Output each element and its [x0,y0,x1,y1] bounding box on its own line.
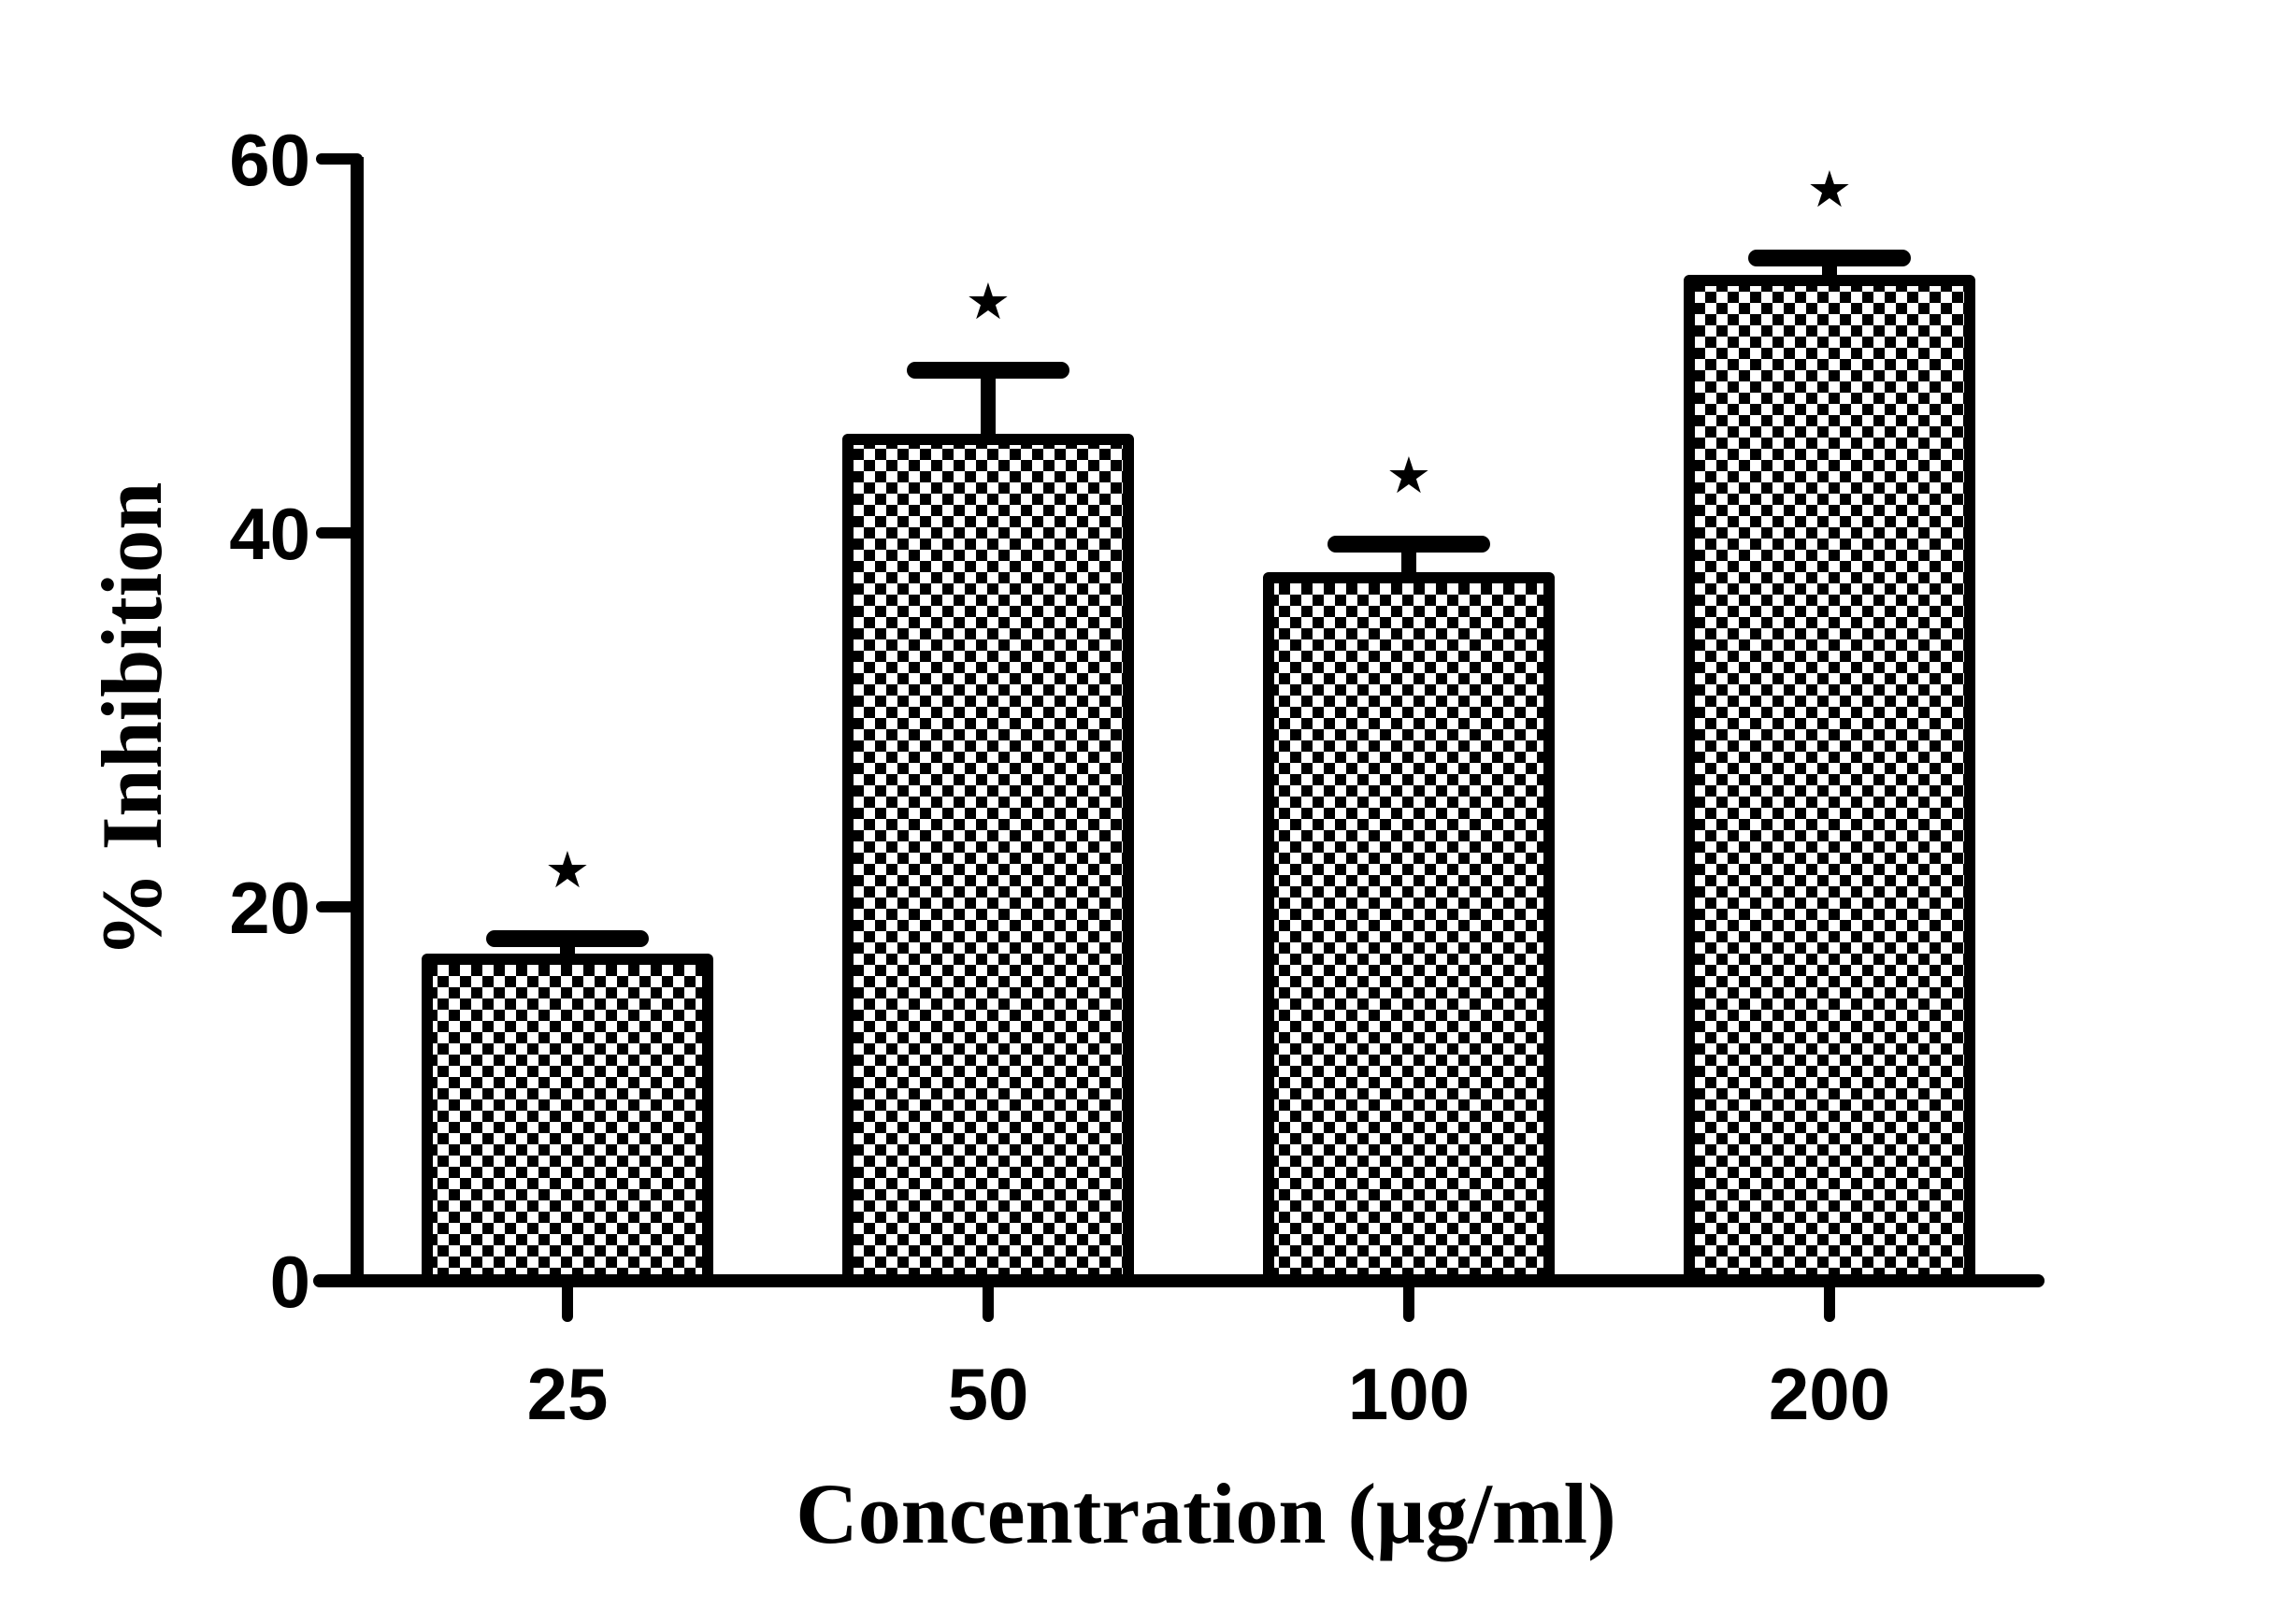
significance-star: ★ [545,840,590,899]
significance-star: ★ [1807,160,1852,219]
x-axis-title: Concentration (μg/ml) [796,1466,1615,1561]
y-tick-label: 40 [229,493,310,575]
bars: ★ ★ ★ ★ [422,160,1975,1286]
y-tick-label: 0 [270,1241,310,1323]
significance-star: ★ [966,272,1011,331]
bar [422,954,713,1286]
y-tick-label: 60 [229,119,310,201]
y-axis-title: % Inhibition [84,482,179,958]
bar [1263,572,1555,1286]
axes [313,153,2045,1322]
x-tick-label: 25 [527,1353,609,1435]
x-tick-label: 100 [1348,1353,1470,1435]
significance-star: ★ [1386,446,1431,505]
bar [1684,275,1975,1286]
x-tick-label: 50 [948,1353,1029,1435]
labels: % Inhibition Concentration (μg/ml) 0 20 40… [84,119,1890,1561]
bar [842,434,1134,1286]
x-tick-label: 200 [1769,1353,1890,1435]
y-tick-label: 20 [229,867,310,949]
